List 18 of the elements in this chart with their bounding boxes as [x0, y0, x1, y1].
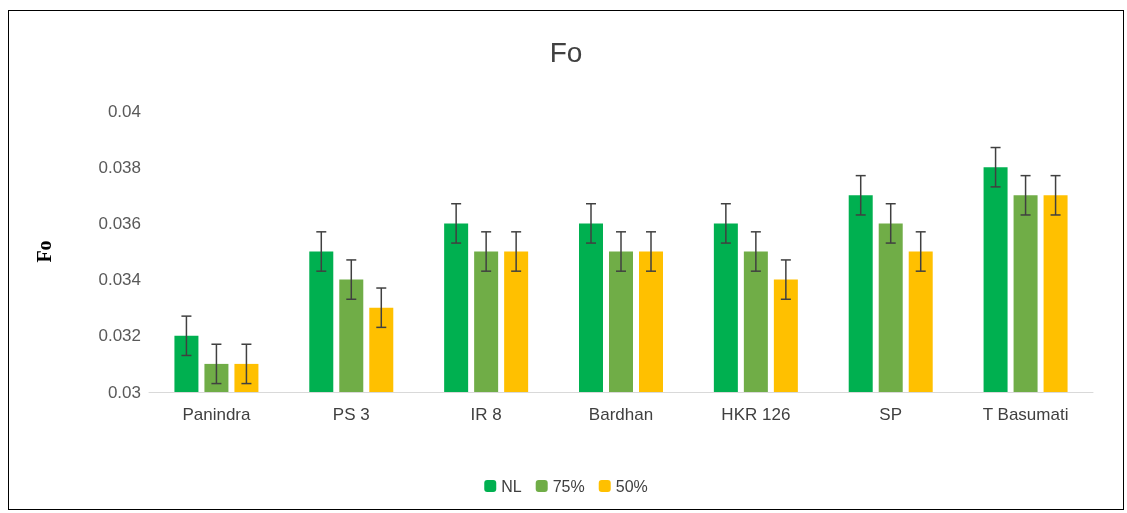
x-tick-label: T Basumati — [982, 405, 1069, 424]
y-tick-label: 0.036 — [98, 213, 141, 233]
legend-label: NL — [501, 477, 522, 495]
legend-label: 75% — [552, 477, 585, 495]
y-tick-label: 0.038 — [98, 157, 141, 177]
y-tick-label: 0.032 — [98, 326, 141, 346]
x-tick-label: Panindra — [182, 405, 251, 424]
legend-label: 50% — [615, 477, 648, 495]
x-tick-label: Bardhan — [588, 405, 654, 424]
y-tick-label: 0.03 — [107, 382, 141, 402]
x-tick-label: SP — [879, 405, 903, 424]
chart-title: Fo — [549, 36, 583, 68]
y-tick-label: 0.04 — [107, 101, 141, 121]
x-tick-label: PS 3 — [332, 405, 370, 424]
y-axis-title: Fo — [33, 240, 55, 263]
x-tick-label: IR 8 — [470, 405, 502, 424]
x-tick-label: HKR 126 — [721, 405, 791, 424]
y-tick-label: 0.034 — [98, 270, 141, 290]
